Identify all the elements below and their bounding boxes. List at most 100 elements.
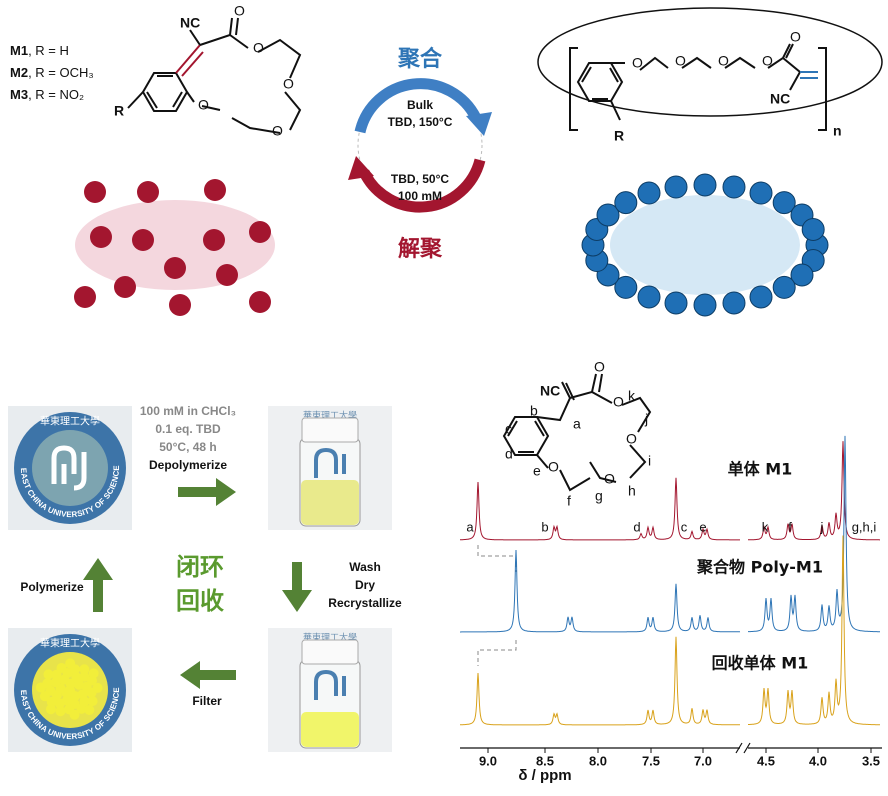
- polymer-dot: [664, 291, 688, 315]
- label: TBD, 50°C: [391, 172, 449, 186]
- label: h: [628, 483, 636, 499]
- spectrum-name: 单体 M1: [728, 460, 793, 479]
- monomer-dot: [114, 276, 136, 298]
- polymer-dot: [749, 285, 773, 309]
- label: c: [505, 421, 512, 437]
- monomer-dot: [203, 229, 225, 251]
- cycle-part: [354, 78, 481, 134]
- monomer-structure: NC O O O O O R: [114, 3, 302, 139]
- polymer-structure: O O O O O NC R n: [537, 7, 883, 144]
- vial-cap: [301, 639, 359, 665]
- polymer-dot: [614, 275, 638, 299]
- monomer-dot: [90, 226, 112, 248]
- nmr-panel: NC O O O O O a b c d e f g h i j k δ / p…: [460, 359, 882, 784]
- label: NC: [770, 91, 790, 107]
- crystal: [43, 669, 54, 680]
- cycle: 聚合 Bulk TBD, 150°C TBD, 50°C 100 mM 解聚: [348, 46, 492, 262]
- label: NC: [180, 15, 200, 31]
- label: O: [604, 471, 615, 487]
- nmr-structure-part: [502, 416, 550, 456]
- monomer-dot: [204, 179, 226, 201]
- label: O: [718, 53, 729, 69]
- label: R: [114, 103, 124, 119]
- monomer-dot: [249, 221, 271, 243]
- label: i: [648, 453, 651, 469]
- polymer-dot: [722, 175, 746, 199]
- polymer-structure-part: [576, 62, 624, 102]
- arrow: [83, 558, 113, 612]
- x-tick-label: 8.5: [536, 753, 554, 768]
- label: Wash: [349, 560, 381, 574]
- legend-label: M1: [10, 43, 28, 58]
- polymer-dot: [801, 217, 825, 241]
- monomer-dot: [74, 286, 96, 308]
- nmr-structure: NC O O O O O a b c d e f g h i j k: [502, 359, 652, 509]
- crystal: [51, 669, 62, 680]
- crystal: [65, 658, 76, 669]
- label: 50°C, 48 h: [159, 440, 217, 454]
- crystal: [69, 709, 80, 720]
- label: 闭环: [176, 553, 224, 581]
- label: j: [644, 411, 648, 427]
- label: e: [533, 463, 541, 479]
- label: a: [573, 416, 581, 432]
- crystal: [88, 668, 99, 679]
- crystal: [55, 706, 66, 717]
- label: g: [595, 488, 603, 504]
- label: TBD, 150°C: [388, 115, 453, 129]
- peak-label: d: [633, 519, 640, 534]
- label: f: [567, 493, 571, 509]
- x-tick-label: 3.5: [862, 753, 880, 768]
- polymer-structure-part: [537, 7, 883, 117]
- x-tick-label: 7.5: [642, 753, 660, 768]
- logo-chinese: 華東理工大學: [40, 637, 100, 650]
- label: n: [833, 123, 842, 139]
- polymer-dot: [749, 181, 773, 205]
- label: O: [253, 40, 264, 56]
- vial-cap: [301, 417, 359, 443]
- label: k: [628, 388, 636, 404]
- label: Filter: [192, 694, 222, 708]
- peak-label: f: [788, 519, 792, 534]
- label: Recrystallize: [328, 596, 402, 610]
- label: O: [790, 29, 801, 45]
- monomer-dot: [132, 229, 154, 251]
- polymer-structure-part: [569, 47, 827, 131]
- polymer-dot: [693, 173, 717, 197]
- legend-label: M3: [10, 87, 28, 102]
- legend-entry: M3, R = NO₂: [10, 87, 84, 102]
- x-tick-label: 4.0: [809, 753, 827, 768]
- crystal: [76, 703, 87, 714]
- label: O: [198, 97, 209, 113]
- crystal: [84, 704, 95, 715]
- vial-emblem: [314, 669, 346, 700]
- monomer-dot: [164, 257, 186, 279]
- label: Depolymerize: [149, 458, 227, 472]
- legend-label: M2: [10, 65, 28, 80]
- x-axis: [460, 742, 882, 754]
- polymer-dot: [790, 263, 814, 287]
- label: Bulk: [407, 98, 433, 112]
- label: Dry: [355, 578, 375, 592]
- crystal: [79, 664, 90, 675]
- arrow: [178, 478, 236, 506]
- logo-chinese: 華東理工大學: [303, 631, 357, 642]
- peak-label: b: [541, 519, 548, 534]
- label: O: [272, 123, 283, 139]
- label: NC: [540, 383, 560, 399]
- polymer-dot: [722, 291, 746, 315]
- peak-label: a: [466, 519, 474, 534]
- monomer-dot: [84, 181, 106, 203]
- polymer-dot: [614, 191, 638, 215]
- vial-liquid: [301, 480, 359, 525]
- arrow: [282, 562, 312, 612]
- label: 0.1 eq. TBD: [155, 422, 221, 436]
- monomer-dot: [169, 294, 191, 316]
- crystal: [56, 662, 67, 673]
- label: R: [614, 128, 624, 144]
- legend-text: , R = OCH₃: [28, 65, 94, 80]
- crystal: [35, 682, 46, 693]
- crystal: [45, 704, 56, 715]
